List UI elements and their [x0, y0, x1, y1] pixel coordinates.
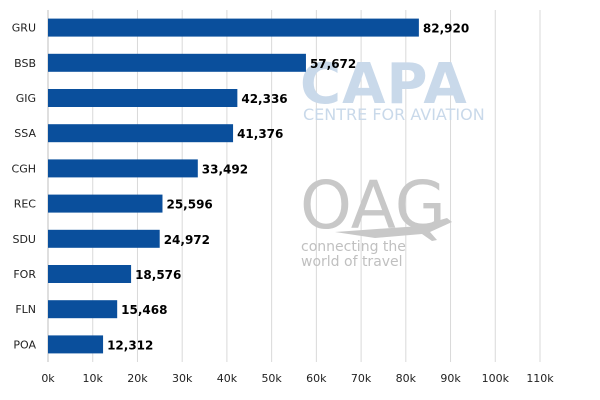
- oag-tagline-line1: connecting the: [301, 239, 406, 255]
- bar: [48, 89, 238, 107]
- bar: [48, 159, 198, 178]
- data-label: 24,972: [164, 233, 210, 247]
- x-tick-label: 0k: [41, 372, 55, 385]
- x-axis-ticks: 0k 10k 20k 30k 40k 50k 60k 70k 80k 90k 100k 110k: [41, 372, 554, 385]
- capa-tagline: CENTRE FOR AVIATION: [303, 105, 485, 124]
- data-label: 12,312: [107, 338, 153, 352]
- category-label: CGH: [12, 162, 36, 175]
- data-label: 57,672: [310, 57, 356, 71]
- category-label: GIG: [16, 92, 36, 105]
- data-label: 42,336: [241, 92, 287, 106]
- data-label: 25,596: [166, 198, 212, 212]
- bar: [48, 265, 132, 283]
- x-tick-label: 70k: [351, 372, 372, 385]
- data-label: 15,468: [121, 303, 167, 317]
- airplane-icon: [335, 218, 452, 241]
- x-tick-label: 110k: [526, 372, 554, 385]
- category-label: REC: [14, 198, 37, 211]
- category-labels: GRU BSB GIG SSA CGH REC SDU FOR FLN POA: [12, 22, 37, 352]
- data-label: 18,576: [135, 268, 181, 282]
- category-label: FLN: [15, 303, 36, 316]
- x-tick-label: 10k: [83, 372, 104, 385]
- value-labels: 82,920 57,672 42,336 41,376 33,492 25,596 24,9…: [107, 22, 469, 353]
- category-label: SSA: [14, 127, 36, 140]
- capa-logo-text: CAPA: [300, 52, 468, 117]
- category-label: GRU: [12, 22, 36, 35]
- data-label: 82,920: [423, 22, 469, 36]
- x-tick-label: 40k: [217, 372, 238, 385]
- bar: [48, 335, 104, 354]
- category-label: SDU: [12, 233, 36, 246]
- bar: [48, 300, 118, 319]
- category-label: FOR: [13, 268, 36, 281]
- data-label: 41,376: [237, 127, 283, 141]
- category-label: POA: [13, 338, 36, 351]
- bar: [48, 53, 306, 72]
- x-tick-label: 100k: [482, 372, 510, 385]
- bar: [48, 194, 163, 213]
- category-label: BSB: [14, 57, 36, 70]
- bar: [48, 18, 419, 37]
- x-tick-label: 30k: [172, 372, 193, 385]
- x-tick-label: 20k: [127, 372, 148, 385]
- bar: [48, 229, 160, 248]
- x-tick-label: 90k: [440, 372, 461, 385]
- x-tick-label: 60k: [306, 372, 327, 385]
- bar: [48, 124, 234, 143]
- data-label: 33,492: [202, 162, 248, 176]
- bars: [48, 18, 419, 354]
- watermarks: CAPA CENTRE FOR AVIATION OAG connecting …: [300, 52, 485, 270]
- x-tick-label: 50k: [261, 372, 282, 385]
- oag-tagline-line2: world of travel: [301, 254, 403, 270]
- x-tick-label: 80k: [396, 372, 417, 385]
